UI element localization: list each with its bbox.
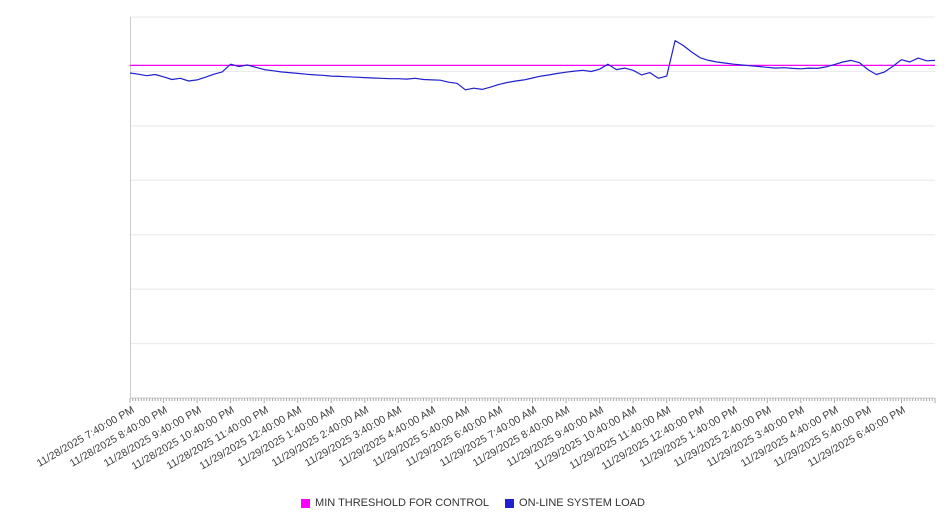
legend-item-threshold[interactable]: MIN THRESHOLD FOR CONTROL	[301, 497, 489, 509]
chart-canvas[interactable]	[129, 16, 936, 408]
plot-area[interactable]	[129, 16, 936, 403]
legend-item-system-load[interactable]: ON-LINE SYSTEM LOAD	[505, 497, 645, 509]
threshold-swatch	[301, 498, 311, 508]
legend-label-threshold: MIN THRESHOLD FOR CONTROL	[315, 497, 490, 509]
series-line-system-load[interactable]	[129, 40, 936, 91]
system-load-swatch	[505, 498, 515, 508]
legend-label-system-load: ON-LINE SYSTEM LOAD	[519, 497, 645, 509]
legend: MIN THRESHOLD FOR CONTROL ON-LINE SYSTEM…	[0, 497, 946, 509]
